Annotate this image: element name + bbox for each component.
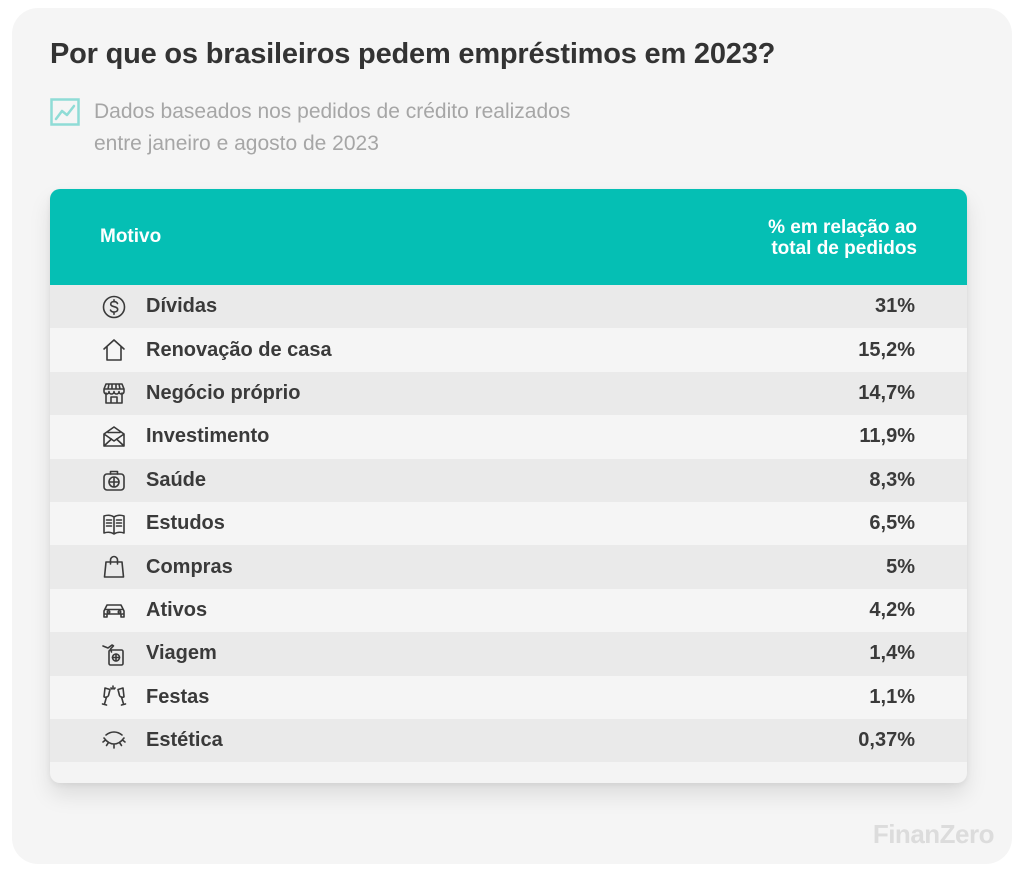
column-header-percentage-line-1: % em relação ao	[768, 217, 917, 238]
table-row: Compras 5%	[50, 545, 967, 589]
table-row: Estética 0,37%	[50, 718, 967, 763]
row-value: 4,2%	[869, 598, 915, 621]
row-value: 6,5%	[869, 512, 915, 535]
row-label: Estética	[146, 729, 223, 752]
column-header-motivo: Motivo	[100, 226, 162, 247]
subtitle: Dados baseados nos pedidos de crédito re…	[94, 96, 714, 160]
table-row: Viagem 1,4%	[50, 632, 967, 676]
column-header-percentage: % em relação ao total de pedidos	[677, 217, 917, 259]
row-label: Estudos	[146, 512, 225, 535]
row-label: Dívidas	[146, 295, 218, 318]
row-label: Ativos	[146, 598, 208, 621]
champagne-toast-icon	[100, 683, 128, 711]
table-row: Negócio próprio 14,7%	[50, 371, 967, 416]
row-value: 1,1%	[869, 685, 915, 708]
row-label: Saúde	[146, 468, 207, 491]
car-icon	[100, 596, 128, 624]
envelope-icon	[100, 423, 128, 451]
row-value: 0,37%	[858, 729, 915, 752]
row-value: 31%	[874, 295, 915, 318]
page-title: Por que os brasileiros pedem empréstimos…	[50, 38, 776, 70]
subtitle-line-1: Dados baseados nos pedidos de crédito re…	[94, 100, 571, 123]
table-row: Festas 1,1%	[50, 675, 967, 719]
house-icon	[100, 336, 128, 364]
row-value: 15,2%	[858, 338, 915, 361]
subtitle-line-2: entre janeiro e agosto de 2023	[94, 132, 379, 155]
row-value: 14,7%	[858, 381, 915, 404]
storefront-icon	[100, 379, 128, 407]
row-value: 8,3%	[869, 468, 915, 491]
trend-chart-icon	[50, 98, 80, 126]
row-label: Negócio próprio	[146, 381, 301, 404]
open-book-icon	[100, 510, 128, 538]
table-row: Ativos 4,2%	[50, 588, 967, 633]
passport-plane-icon	[100, 640, 128, 668]
table-row: Renovação de casa 15,2%	[50, 328, 967, 372]
column-header-percentage-line-2: total de pedidos	[771, 238, 917, 259]
row-label: Compras	[146, 555, 233, 578]
finanzero-logo: FinanZero	[872, 819, 995, 849]
row-value: 11,9%	[859, 425, 915, 448]
row-label: Viagem	[146, 642, 217, 665]
table-row: Saúde 8,3%	[50, 458, 967, 502]
data-table: Motivo % em relação ao total de pedidos …	[50, 189, 967, 783]
shopping-bag-icon	[100, 553, 128, 581]
table-row: Investimento 11,9%	[50, 415, 967, 459]
medical-kit-icon	[100, 466, 128, 494]
table-header: Motivo % em relação ao total de pedidos	[50, 189, 967, 285]
row-value: 1,4%	[869, 642, 915, 665]
row-label: Festas	[146, 685, 210, 708]
row-label: Renovação de casa	[146, 338, 332, 361]
dollar-coin-icon	[100, 293, 128, 321]
table-row: Estudos 6,5%	[50, 501, 967, 546]
row-label: Investimento	[146, 425, 270, 448]
row-value: 5%	[886, 555, 915, 578]
table-row: Dívidas 31%	[50, 285, 967, 329]
closed-eye-lashes-icon	[100, 727, 128, 755]
table-body: Dívidas 31% Renovação de casa 15,2% Negócio …	[50, 285, 967, 763]
